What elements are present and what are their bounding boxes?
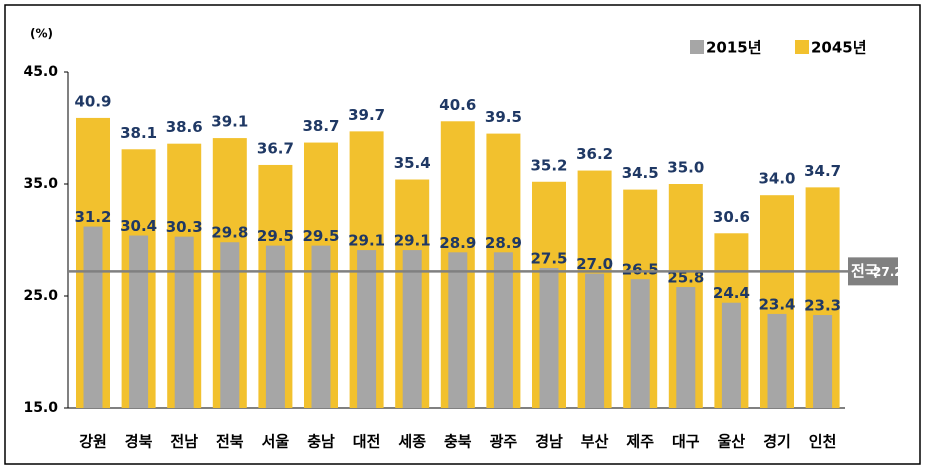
- data-label: 23.4: [758, 295, 795, 313]
- data-label: 24.4: [713, 284, 750, 302]
- data-label: 30.3: [166, 218, 203, 236]
- y-tick-label: 25.0: [23, 288, 58, 304]
- x-tick-label: 전남: [170, 433, 198, 451]
- data-label: 35.2: [530, 156, 567, 174]
- data-label: 31.2: [74, 208, 111, 226]
- data-label: 38.7: [302, 117, 339, 135]
- bar: [129, 235, 149, 408]
- legend-label: 2015년: [706, 39, 762, 57]
- data-label: 39.1: [211, 113, 248, 131]
- bar: [220, 242, 240, 408]
- data-label: 36.2: [576, 145, 613, 163]
- bar: [83, 226, 103, 408]
- data-label: 29.5: [302, 227, 339, 245]
- data-label: 25.8: [667, 269, 704, 287]
- x-tick-label: 경기: [763, 433, 791, 451]
- reference-badge: [848, 257, 898, 286]
- bar: [767, 313, 787, 408]
- data-label: 38.6: [166, 118, 203, 136]
- legend-swatch: [690, 40, 704, 54]
- data-label: 23.3: [804, 297, 841, 315]
- x-tick-label: 전북: [216, 433, 244, 451]
- data-label: 29.1: [348, 232, 385, 250]
- data-label: 26.5: [622, 261, 659, 279]
- x-tick-label: 인천: [809, 433, 837, 451]
- x-tick-label: 부산: [581, 433, 609, 451]
- x-tick-label: 세종: [398, 433, 426, 451]
- y-tick-label: 45.0: [23, 64, 58, 80]
- x-tick-label: 대구: [672, 433, 700, 451]
- bar: [448, 252, 468, 408]
- bar: [721, 302, 741, 408]
- x-tick-label: 서울: [262, 433, 290, 451]
- data-label: 29.5: [257, 227, 294, 245]
- data-label: 30.4: [120, 217, 157, 235]
- data-label: 27.0: [576, 255, 613, 273]
- x-tick-label: 충북: [444, 433, 472, 451]
- data-label: 34.7: [804, 162, 841, 180]
- reference-label: 전국: [851, 262, 879, 280]
- bar: [813, 315, 833, 408]
- data-label: 39.7: [348, 106, 385, 124]
- bar: [493, 252, 513, 408]
- bar: [630, 279, 650, 408]
- data-label: 40.6: [439, 96, 476, 114]
- bar: [311, 245, 331, 408]
- x-tick-label: 광주: [490, 433, 518, 451]
- bar: [357, 250, 377, 408]
- data-label: 40.9: [74, 92, 111, 110]
- data-label: 28.9: [485, 234, 522, 252]
- x-tick-label: 제주: [626, 433, 654, 451]
- x-tick-label: 대전: [353, 433, 381, 451]
- data-label: 35.0: [667, 159, 704, 177]
- y-tick-label: 35.0: [23, 176, 58, 192]
- bar: [265, 245, 285, 408]
- data-label: 34.5: [622, 164, 659, 182]
- bar: [585, 273, 605, 408]
- bar: [539, 268, 559, 408]
- x-tick-label: 경북: [125, 433, 153, 451]
- bar: [402, 250, 422, 408]
- data-label: 34.0: [758, 170, 795, 188]
- x-tick-label: 충남: [307, 433, 335, 451]
- data-label: 28.9: [439, 234, 476, 252]
- reference-value: 27.2: [873, 265, 903, 279]
- x-tick-label: 강원: [79, 433, 107, 451]
- data-label: 36.7: [257, 139, 294, 157]
- x-tick-label: 경남: [535, 433, 563, 451]
- data-label: 30.6: [713, 208, 750, 226]
- data-label: 35.4: [394, 154, 431, 172]
- x-tick-label: 울산: [718, 433, 746, 451]
- bar: [676, 287, 696, 408]
- bar: [174, 236, 194, 408]
- data-label: 39.5: [485, 108, 522, 126]
- y-axis-label: (%): [30, 27, 53, 41]
- data-label: 29.1: [394, 232, 431, 250]
- legend-label: 2045년: [811, 39, 867, 57]
- legend-swatch: [795, 40, 809, 54]
- data-label: 27.5: [530, 250, 567, 268]
- data-label: 29.8: [211, 224, 248, 242]
- y-tick-label: 15.0: [23, 400, 58, 416]
- data-label: 38.1: [120, 124, 157, 142]
